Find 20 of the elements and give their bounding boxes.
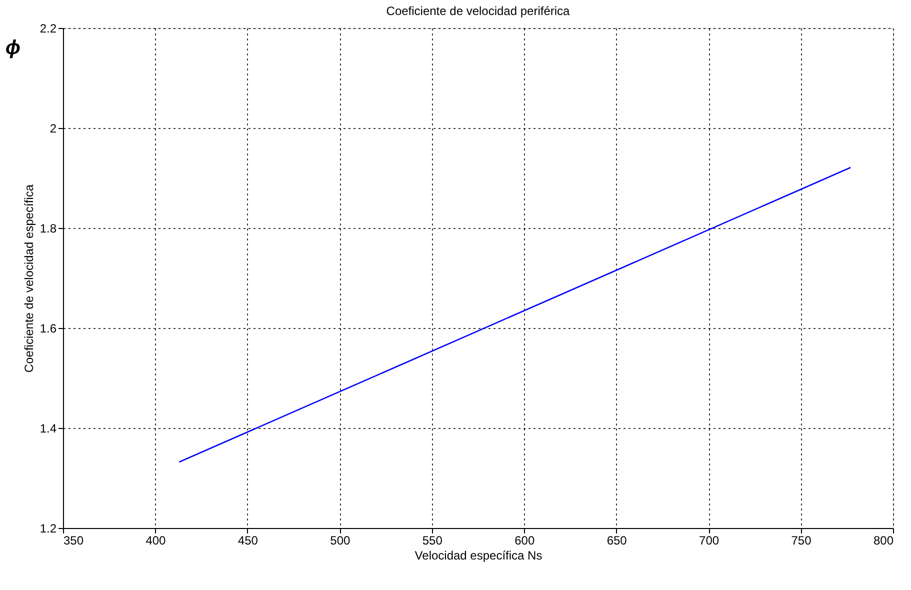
y-tick-label: 2.2 (40, 22, 57, 36)
y-tick-label: 1.4 (40, 422, 57, 436)
y-tick-label: 1.8 (40, 222, 57, 236)
y-tick-label: 2 (50, 122, 57, 136)
x-tick-label: 600 (514, 534, 535, 548)
x-tick-label: 750 (791, 534, 812, 548)
y-tick-label: 1.2 (40, 522, 57, 536)
x-tick-label: 700 (699, 534, 720, 548)
x-tick-label: 550 (422, 534, 443, 548)
y-axis-title: Coeficiente de velocidad específica (22, 184, 36, 373)
chart-title: Coeficiente de velocidad periférica (386, 4, 570, 18)
x-tick-label: 800 (873, 534, 894, 548)
y-tick-label: 1.6 (40, 322, 57, 336)
x-tick-label: 350 (64, 534, 84, 548)
x-tick-label: 400 (146, 534, 166, 548)
x-tick-label: 450 (238, 534, 258, 548)
x-tick-label: 500 (330, 534, 350, 548)
x-tick-label: 650 (606, 534, 628, 548)
x-axis-title: Velocidad específica Ns (414, 548, 542, 562)
text: ϕ (5, 37, 21, 59)
